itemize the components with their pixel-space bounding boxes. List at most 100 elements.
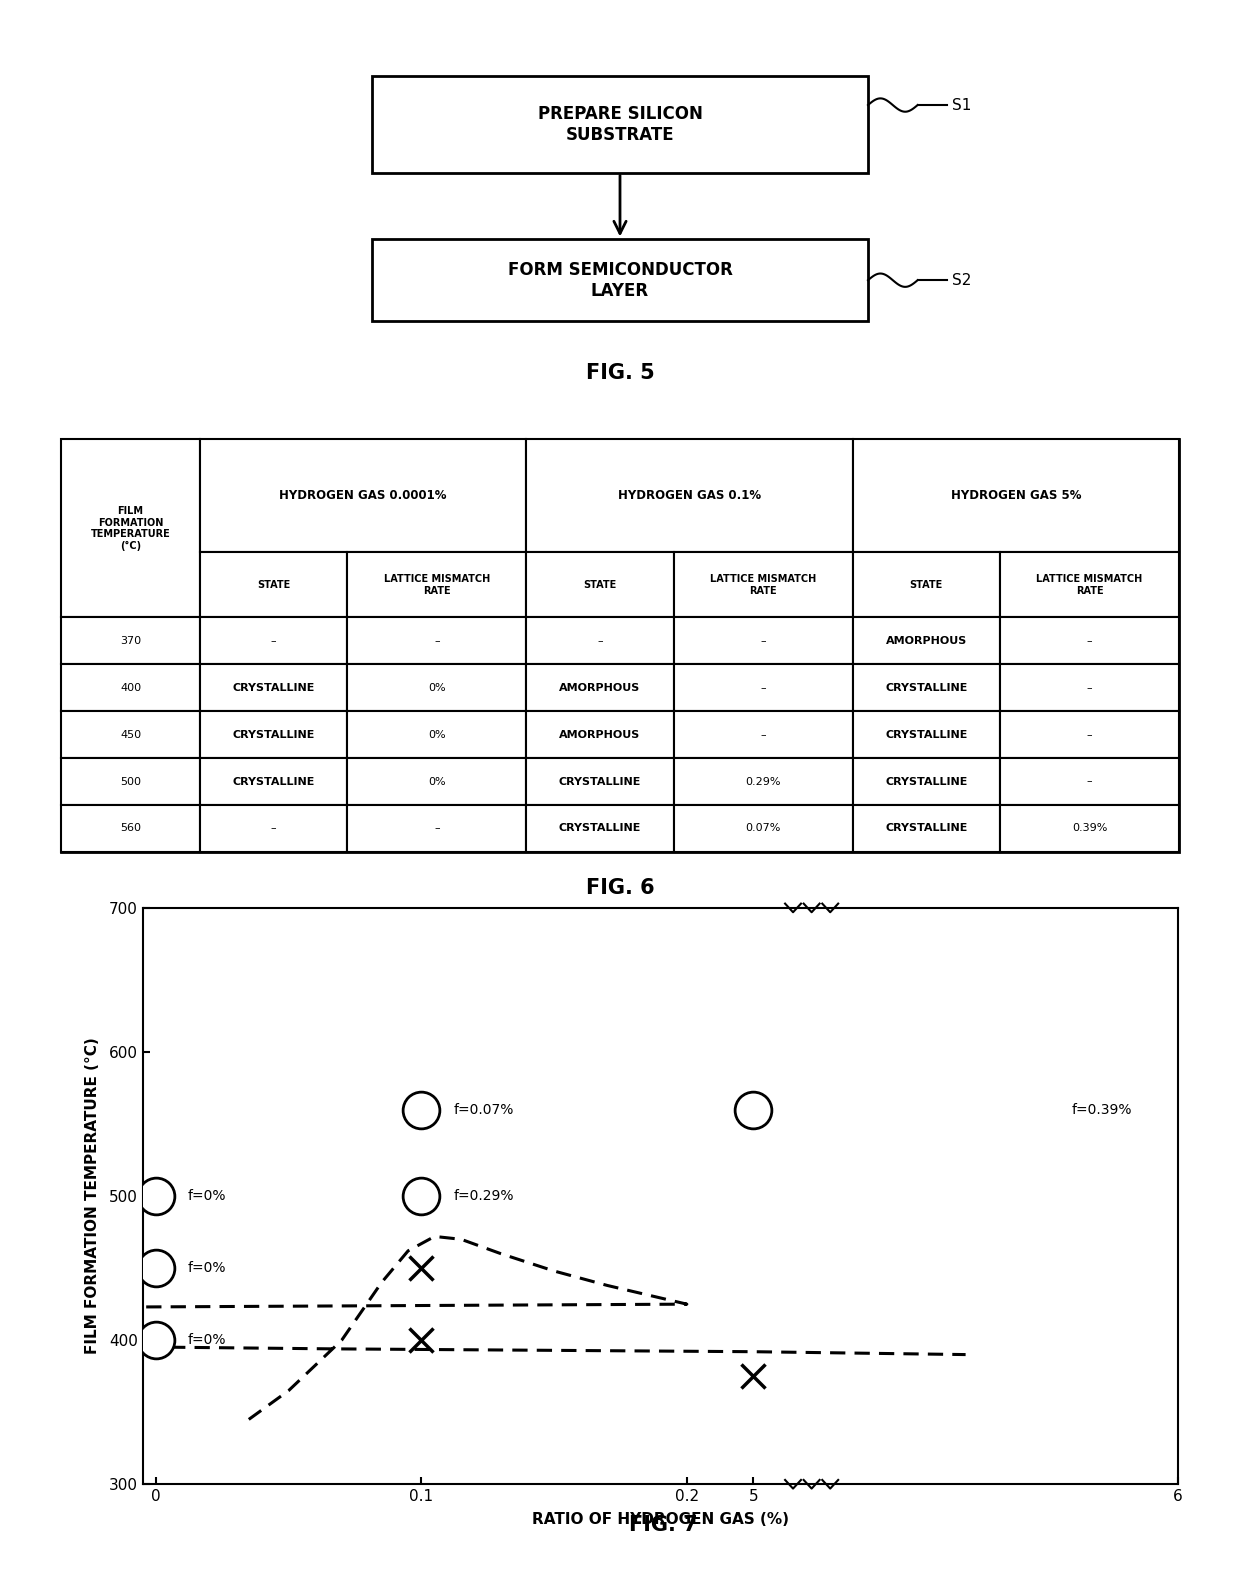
Bar	[526, 711, 673, 758]
Text: CRYSTALLINE: CRYSTALLINE	[232, 777, 315, 786]
Text: LATTICE MISMATCH
RATE: LATTICE MISMATCH RATE	[383, 575, 490, 595]
Bar	[347, 617, 526, 665]
Bar	[999, 758, 1179, 805]
Bar	[999, 617, 1179, 665]
Text: FIG. 6: FIG. 6	[585, 878, 655, 898]
Text: CRYSTALLINE: CRYSTALLINE	[232, 729, 315, 739]
Text: STATE: STATE	[910, 579, 942, 591]
Text: 0%: 0%	[428, 777, 445, 786]
Bar	[347, 665, 526, 711]
Bar	[61, 665, 200, 711]
Bar	[347, 758, 526, 805]
Bar	[673, 758, 853, 805]
Bar	[673, 805, 853, 853]
Text: f=0%: f=0%	[187, 1189, 226, 1203]
Text: AMORPHOUS: AMORPHOUS	[559, 682, 641, 693]
Bar	[347, 805, 526, 853]
Bar	[200, 665, 347, 711]
Text: CRYSTALLINE: CRYSTALLINE	[232, 682, 315, 693]
Bar	[200, 711, 347, 758]
Text: AMORPHOUS: AMORPHOUS	[885, 636, 967, 646]
Point	[412, 1255, 432, 1281]
Text: f=0.07%: f=0.07%	[454, 1102, 513, 1116]
Bar	[526, 439, 853, 553]
Text: –: –	[760, 636, 766, 646]
Text: –: –	[1086, 729, 1092, 739]
Point	[412, 1328, 432, 1353]
Text: CRYSTALLINE: CRYSTALLINE	[885, 729, 967, 739]
Bar	[526, 805, 673, 853]
Text: –: –	[434, 636, 440, 646]
Bar	[853, 711, 999, 758]
Y-axis label: FILM FORMATION TEMPERATURE (°C): FILM FORMATION TEMPERATURE (°C)	[86, 1037, 100, 1355]
Text: 500: 500	[120, 777, 141, 786]
Text: f=0%: f=0%	[187, 1262, 226, 1276]
Text: 0%: 0%	[428, 682, 445, 693]
Bar	[200, 553, 347, 617]
Bar	[853, 617, 999, 665]
Bar	[61, 758, 200, 805]
Text: –: –	[1086, 636, 1092, 646]
Text: –: –	[434, 823, 440, 834]
Text: AMORPHOUS: AMORPHOUS	[559, 729, 641, 739]
Bar	[673, 617, 853, 665]
Bar	[372, 240, 868, 321]
Text: CRYSTALLINE: CRYSTALLINE	[885, 777, 967, 786]
Text: FORM SEMICONDUCTOR
LAYER: FORM SEMICONDUCTOR LAYER	[507, 261, 733, 300]
Point	[146, 1328, 166, 1353]
Bar	[347, 553, 526, 617]
Text: HYDROGEN GAS 0.0001%: HYDROGEN GAS 0.0001%	[279, 489, 446, 502]
Point	[146, 1255, 166, 1281]
Bar	[372, 76, 868, 172]
Text: f=0.29%: f=0.29%	[454, 1189, 513, 1203]
Text: FILM
FORMATION
TEMPERATURE
(°C): FILM FORMATION TEMPERATURE (°C)	[91, 505, 170, 551]
Bar	[61, 439, 200, 617]
Text: CRYSTALLINE: CRYSTALLINE	[559, 823, 641, 834]
Text: CRYSTALLINE: CRYSTALLINE	[885, 682, 967, 693]
Text: 0%: 0%	[428, 729, 445, 739]
Text: f=0.39%: f=0.39%	[1071, 1102, 1132, 1116]
Bar	[526, 553, 673, 617]
Bar	[347, 711, 526, 758]
Bar	[200, 439, 526, 553]
Bar	[526, 617, 673, 665]
Text: 400: 400	[120, 682, 141, 693]
Text: –: –	[760, 729, 766, 739]
Text: –: –	[1086, 777, 1092, 786]
Text: STATE: STATE	[257, 579, 290, 591]
Bar	[999, 711, 1179, 758]
Bar	[526, 758, 673, 805]
Bar	[853, 665, 999, 711]
Bar	[526, 665, 673, 711]
Text: –: –	[270, 636, 277, 646]
Text: f=0%: f=0%	[187, 1333, 226, 1347]
Text: –: –	[598, 636, 603, 646]
Bar	[853, 439, 1179, 553]
Text: FIG. 5: FIG. 5	[585, 363, 655, 384]
Bar	[673, 553, 853, 617]
Text: HYDROGEN GAS 0.1%: HYDROGEN GAS 0.1%	[618, 489, 761, 502]
Text: CRYSTALLINE: CRYSTALLINE	[559, 777, 641, 786]
Point	[146, 1184, 166, 1210]
Text: –: –	[760, 682, 766, 693]
Text: 560: 560	[120, 823, 141, 834]
Text: S2: S2	[952, 273, 972, 287]
Text: HYDROGEN GAS 5%: HYDROGEN GAS 5%	[951, 489, 1081, 502]
Bar	[61, 805, 200, 853]
Text: S1: S1	[952, 98, 972, 112]
Point	[743, 1097, 763, 1123]
Text: LATTICE MISMATCH
RATE: LATTICE MISMATCH RATE	[1037, 575, 1142, 595]
Text: FIG. 7: FIG. 7	[629, 1514, 698, 1535]
Point	[412, 1097, 432, 1123]
Text: 0.29%: 0.29%	[745, 777, 781, 786]
Text: STATE: STATE	[583, 579, 616, 591]
Bar	[61, 711, 200, 758]
Bar	[200, 758, 347, 805]
Text: PREPARE SILICON
SUBSTRATE: PREPARE SILICON SUBSTRATE	[538, 104, 702, 144]
Bar	[673, 665, 853, 711]
Bar	[999, 553, 1179, 617]
X-axis label: RATIO OF HYDROGEN GAS (%): RATIO OF HYDROGEN GAS (%)	[532, 1513, 789, 1527]
Bar	[61, 617, 200, 665]
Text: 370: 370	[120, 636, 141, 646]
Bar	[853, 805, 999, 853]
